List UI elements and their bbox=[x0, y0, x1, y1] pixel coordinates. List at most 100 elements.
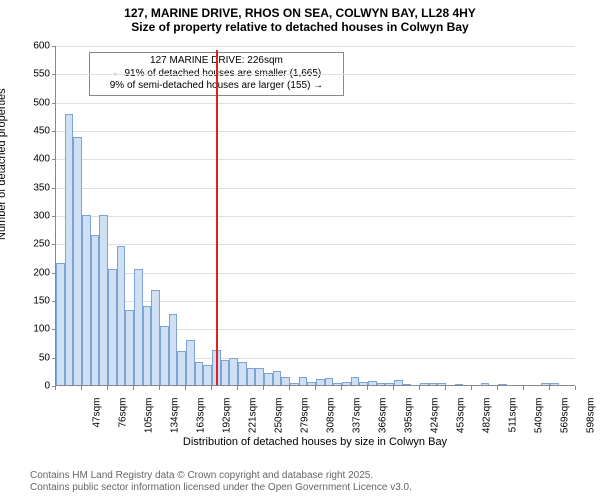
histogram-bar bbox=[359, 382, 368, 385]
y-tick-label: 350 bbox=[5, 182, 50, 193]
y-tick-label: 100 bbox=[5, 324, 50, 335]
x-tick bbox=[237, 386, 238, 390]
histogram-bar bbox=[420, 383, 429, 385]
x-tick bbox=[159, 386, 160, 390]
histogram-bar bbox=[117, 246, 126, 385]
histogram-bar bbox=[377, 383, 386, 385]
y-tick-label: 250 bbox=[5, 239, 50, 250]
histogram-bar bbox=[134, 269, 143, 385]
x-tick bbox=[133, 386, 134, 390]
histogram-bar bbox=[221, 360, 230, 386]
y-tick bbox=[52, 103, 56, 104]
x-tick bbox=[367, 386, 368, 390]
x-tick-label: 192sqm bbox=[222, 398, 233, 442]
histogram-bar bbox=[541, 383, 550, 385]
histogram-bar bbox=[125, 310, 134, 385]
histogram-bar bbox=[290, 383, 299, 385]
x-tick bbox=[393, 386, 394, 390]
y-tick-label: 600 bbox=[5, 41, 50, 52]
histogram-bar bbox=[56, 263, 65, 385]
title-block: 127, MARINE DRIVE, RHOS ON SEA, COLWYN B… bbox=[0, 0, 600, 36]
histogram-bar bbox=[299, 377, 308, 386]
histogram-bar bbox=[273, 371, 282, 385]
x-tick bbox=[107, 386, 108, 390]
x-tick bbox=[341, 386, 342, 390]
x-tick-label: 511sqm bbox=[508, 398, 519, 442]
histogram-bar bbox=[99, 215, 108, 385]
x-tick-label: 540sqm bbox=[534, 398, 545, 442]
histogram-bar bbox=[143, 306, 152, 385]
x-tick-label: 221sqm bbox=[248, 398, 259, 442]
x-tick-label: 163sqm bbox=[196, 398, 207, 442]
y-tick-label: 500 bbox=[5, 97, 50, 108]
histogram-bar bbox=[169, 314, 178, 385]
x-tick-label: 76sqm bbox=[118, 398, 129, 442]
x-tick-label: 598sqm bbox=[586, 398, 597, 442]
property-marker-line bbox=[216, 50, 218, 385]
gridline-h bbox=[56, 244, 575, 245]
x-tick bbox=[289, 386, 290, 390]
y-tick-label: 300 bbox=[5, 211, 50, 222]
histogram-bar bbox=[91, 235, 100, 385]
x-tick-label: 308sqm bbox=[326, 398, 337, 442]
x-tick-label: 424sqm bbox=[430, 398, 441, 442]
histogram-bar bbox=[316, 379, 325, 385]
x-tick-label: 47sqm bbox=[92, 398, 103, 442]
histogram-bar bbox=[550, 383, 559, 385]
histogram-bar bbox=[65, 114, 74, 385]
x-tick-label: 337sqm bbox=[352, 398, 363, 442]
y-tick bbox=[52, 74, 56, 75]
histogram-bar bbox=[342, 382, 351, 385]
x-tick bbox=[55, 386, 56, 390]
x-tick bbox=[445, 386, 446, 390]
gridline-h bbox=[56, 103, 575, 104]
histogram-bar bbox=[455, 384, 464, 385]
y-tick bbox=[52, 216, 56, 217]
y-tick bbox=[52, 159, 56, 160]
x-tick-label: 569sqm bbox=[560, 398, 571, 442]
histogram-bar bbox=[429, 383, 438, 385]
histogram-bar bbox=[307, 382, 316, 385]
y-tick bbox=[52, 46, 56, 47]
gridline-h bbox=[56, 46, 575, 47]
histogram-bar bbox=[498, 384, 507, 385]
x-tick bbox=[211, 386, 212, 390]
footer-attribution: Contains HM Land Registry data © Crown c… bbox=[30, 470, 412, 494]
y-tick bbox=[52, 131, 56, 132]
histogram-bar bbox=[368, 381, 377, 385]
x-tick-label: 482sqm bbox=[482, 398, 493, 442]
y-tick-label: 550 bbox=[5, 69, 50, 80]
chart-area: Number of detached properties 127 MARINE… bbox=[0, 40, 600, 440]
title-address: 127, MARINE DRIVE, RHOS ON SEA, COLWYN B… bbox=[10, 6, 590, 20]
x-tick bbox=[549, 386, 550, 390]
histogram-bar bbox=[247, 368, 256, 385]
histogram-bar bbox=[73, 137, 82, 385]
y-tick-label: 150 bbox=[5, 296, 50, 307]
gridline-h bbox=[56, 131, 575, 132]
histogram-bar bbox=[281, 377, 290, 385]
histogram-bar bbox=[403, 384, 412, 385]
histogram-bar bbox=[481, 383, 490, 385]
x-tick bbox=[497, 386, 498, 390]
histogram-bar bbox=[151, 290, 160, 385]
x-tick-label: 250sqm bbox=[274, 398, 285, 442]
histogram-bar bbox=[186, 340, 195, 385]
histogram-bar bbox=[108, 269, 117, 385]
histogram-bar bbox=[437, 383, 446, 385]
x-axis-label: Distribution of detached houses by size … bbox=[55, 436, 575, 448]
x-ticks-area: 47sqm76sqm105sqm134sqm163sqm192sqm221sqm… bbox=[55, 386, 575, 436]
footer-line-2: Contains public sector information licen… bbox=[30, 482, 412, 494]
x-tick-label: 453sqm bbox=[456, 398, 467, 442]
histogram-bar bbox=[195, 362, 204, 385]
gridline-h bbox=[56, 216, 575, 217]
histogram-bar bbox=[82, 215, 91, 385]
histogram-bar bbox=[238, 362, 247, 385]
histogram-bar bbox=[351, 377, 360, 385]
title-subtitle: Size of property relative to detached ho… bbox=[10, 20, 590, 34]
x-tick bbox=[185, 386, 186, 390]
gridline-h bbox=[56, 188, 575, 189]
x-tick-label: 279sqm bbox=[300, 398, 311, 442]
y-tick-label: 200 bbox=[5, 267, 50, 278]
x-tick bbox=[81, 386, 82, 390]
x-tick bbox=[419, 386, 420, 390]
